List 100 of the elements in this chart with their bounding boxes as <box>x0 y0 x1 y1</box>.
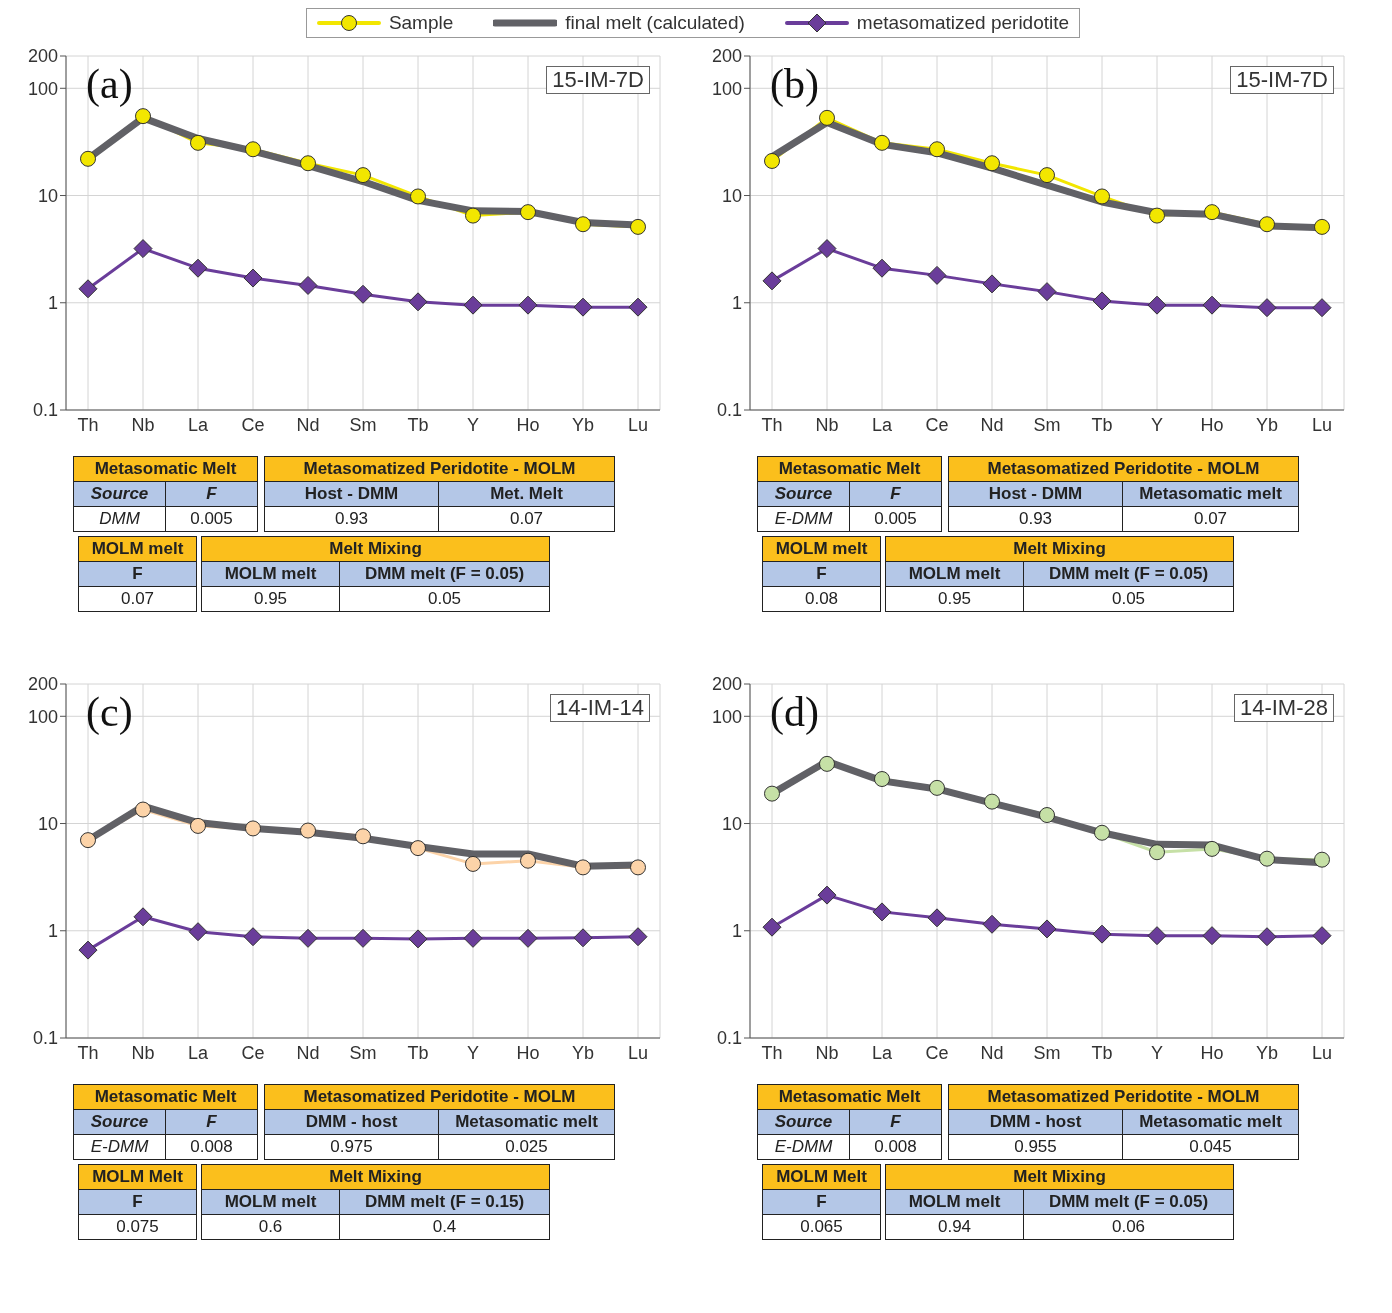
point <box>353 928 373 948</box>
text: DMM - host <box>264 1109 439 1135</box>
y-tick-label: 200 <box>711 46 742 67</box>
text: 0.4 <box>339 1214 550 1240</box>
text: F <box>849 481 942 507</box>
x-tick-label: Tb <box>1091 414 1113 435</box>
x-tick-label: Sm <box>1033 1042 1061 1063</box>
text: 0.07 <box>1122 506 1299 532</box>
text: 0.08 <box>762 586 881 612</box>
text: Metasomatic melt <box>1122 481 1299 507</box>
y-tick-label: 200 <box>711 674 742 695</box>
point <box>762 917 782 937</box>
text: F <box>165 1109 258 1135</box>
point <box>78 940 98 960</box>
point <box>1149 207 1165 224</box>
text: 0.005 <box>165 506 258 532</box>
text: Melt Mixing <box>885 536 1234 562</box>
text: DMM - host <box>948 1109 1123 1135</box>
point <box>355 167 371 184</box>
y-tick-label: 100 <box>711 78 742 99</box>
x-tick-label: Y <box>466 414 480 435</box>
text: Metasomatic melt <box>1122 1109 1299 1135</box>
point <box>463 295 483 315</box>
point <box>353 284 373 304</box>
point <box>408 929 428 949</box>
point <box>133 907 153 927</box>
point <box>819 109 835 126</box>
point <box>764 152 780 169</box>
x-tick-label: Ce <box>925 1042 949 1063</box>
x-tick-label: Ce <box>241 414 265 435</box>
x-tick-label: Tb <box>407 414 429 435</box>
text: Source <box>73 481 166 507</box>
point <box>984 155 1000 172</box>
point <box>408 292 428 312</box>
point <box>628 297 648 317</box>
annotation: (a) <box>86 60 133 108</box>
point <box>817 239 837 259</box>
point <box>78 279 98 299</box>
text: Metasomatic Melt <box>757 1084 942 1110</box>
x-tick-label: Lu <box>1311 1042 1333 1063</box>
text: F <box>762 1189 881 1215</box>
x-tick-label: Nb <box>131 414 155 435</box>
text: Melt Mixing <box>885 1164 1234 1190</box>
legend-label: metasomatized peridotite <box>856 12 1070 34</box>
y-tick-label: 0.1 <box>716 1028 742 1049</box>
point <box>300 155 316 172</box>
annotation: 15-IM-7D <box>1230 66 1334 94</box>
point <box>628 927 648 947</box>
x-tick-label: Lu <box>627 1042 649 1063</box>
point <box>1314 218 1330 235</box>
point <box>1092 924 1112 944</box>
point <box>355 828 371 845</box>
x-tick-label: Ce <box>241 1042 265 1063</box>
annotation: (b) <box>770 60 819 108</box>
x-tick-label: Yb <box>571 1042 595 1063</box>
x-tick-label: Nd <box>296 414 320 435</box>
y-tick-label: 10 <box>37 813 58 834</box>
point <box>1257 298 1277 318</box>
point <box>1202 926 1222 946</box>
x-tick-label: Th <box>761 1042 783 1063</box>
point <box>872 902 892 922</box>
point <box>1259 216 1275 233</box>
text: 0.07 <box>438 506 615 532</box>
x-tick-label: Nd <box>296 1042 320 1063</box>
text: MOLM Melt <box>762 1164 881 1190</box>
x-tick-label: Th <box>761 414 783 435</box>
text: MOLM melt <box>885 1189 1024 1215</box>
x-tick-label: Nb <box>815 1042 839 1063</box>
text: Source <box>757 1109 850 1135</box>
point <box>190 134 206 151</box>
point <box>1202 295 1222 315</box>
point <box>135 108 151 125</box>
text: Host - DMM <box>264 481 439 507</box>
x-tick-label: Th <box>77 1042 99 1063</box>
point <box>630 859 646 876</box>
text: Metasomatized Peridotite - MOLM <box>948 1084 1299 1110</box>
y-tick-label: 100 <box>27 706 58 727</box>
y-tick-label: 1 <box>731 293 742 314</box>
text: E-DMM <box>73 1134 166 1160</box>
text: Metasomatized Peridotite - MOLM <box>264 1084 615 1110</box>
text: MOLM melt <box>201 1189 340 1215</box>
point <box>410 840 426 857</box>
point <box>1314 851 1330 868</box>
y-tick-label: 1 <box>731 921 742 942</box>
y-tick-label: 10 <box>37 185 58 206</box>
text: MOLM melt <box>762 536 881 562</box>
point <box>874 134 890 151</box>
point <box>465 207 481 224</box>
point <box>764 785 780 802</box>
point <box>188 922 208 942</box>
text: E-DMM <box>757 506 850 532</box>
text: 0.05 <box>1023 586 1234 612</box>
point <box>982 274 1002 294</box>
text: 0.93 <box>264 506 439 532</box>
x-tick-label: Ho <box>1200 1042 1224 1063</box>
point <box>243 927 263 947</box>
point <box>1039 807 1055 824</box>
text: Metasomatic melt <box>438 1109 615 1135</box>
point <box>188 258 208 278</box>
point <box>243 268 263 288</box>
